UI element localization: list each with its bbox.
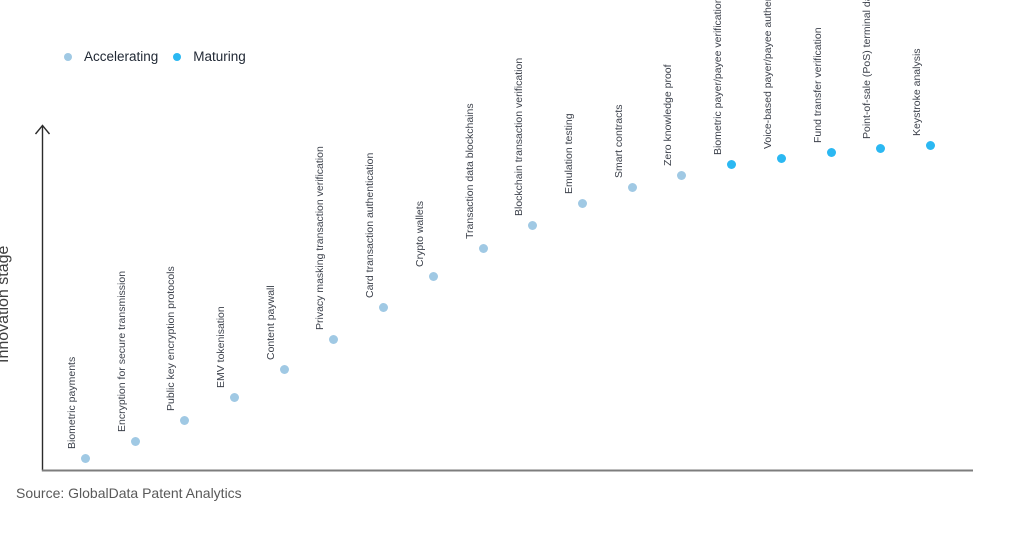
- accelerating-data-dot-icon: [80, 453, 90, 463]
- data-point-label: Biometric payer/payee verification: [711, 0, 724, 155]
- data-point-label: Fund transfer verification: [811, 27, 824, 143]
- data-point-label: Crypto wallets: [413, 201, 426, 267]
- accelerating-data-dot-icon: [328, 334, 338, 344]
- data-point-label: Zero knowledge proof: [661, 64, 674, 166]
- accelerating-data-dot-icon: [676, 170, 686, 180]
- accelerating-data-dot-icon: [279, 364, 289, 374]
- legend-label-accelerating: Accelerating: [84, 49, 159, 64]
- data-point-label: Point-of-sale (PoS) terminal data securi…: [860, 0, 873, 139]
- legend: Accelerating Maturing: [64, 49, 246, 64]
- data-point-label: Smart contracts: [612, 104, 625, 178]
- legend-item-accelerating: Accelerating: [64, 49, 158, 64]
- legend-label-maturing: Maturing: [193, 49, 246, 64]
- accelerating-data-dot-icon: [179, 415, 189, 425]
- data-point-label: Biometric payments: [65, 356, 78, 449]
- legend-item-maturing: Maturing: [173, 49, 246, 64]
- accelerating-data-dot-icon: [627, 182, 637, 192]
- data-point-label: Keystroke analysis: [910, 48, 923, 136]
- source-note: Source: GlobalData Patent Analytics: [16, 485, 242, 501]
- data-point-label: Encryption for secure transmission: [115, 270, 128, 432]
- accelerating-data-dot-icon: [130, 436, 140, 446]
- accelerating-dot-icon: [64, 52, 72, 61]
- accelerating-data-dot-icon: [428, 271, 438, 281]
- accelerating-data-dot-icon: [229, 392, 239, 402]
- accelerating-data-dot-icon: [378, 302, 388, 312]
- maturing-data-dot-icon: [826, 147, 836, 157]
- data-point-label: EMV tokenisation: [214, 306, 227, 388]
- accelerating-data-dot-icon: [577, 198, 587, 208]
- data-point-label: Card transaction authentication: [363, 152, 376, 298]
- maturing-data-dot-icon: [726, 159, 736, 169]
- accelerating-data-dot-icon: [527, 220, 537, 230]
- maturing-dot-icon: [173, 52, 182, 61]
- data-point-label: Content paywall: [264, 285, 277, 360]
- maturing-data-dot-icon: [776, 153, 786, 163]
- data-point-label: Transaction data blockchains: [463, 103, 476, 239]
- maturing-data-dot-icon: [875, 143, 885, 153]
- data-point-label: Public key encryption protocols: [164, 266, 177, 411]
- data-point-label: Voice-based payer/payee authentication: [761, 0, 774, 149]
- data-point-label: Privacy masking transaction verification: [313, 146, 326, 330]
- data-point-label: Emulation testing: [562, 113, 575, 194]
- maturing-data-dot-icon: [925, 140, 935, 150]
- accelerating-data-dot-icon: [478, 243, 488, 253]
- data-point-label: Blockchain transaction verification: [512, 57, 525, 216]
